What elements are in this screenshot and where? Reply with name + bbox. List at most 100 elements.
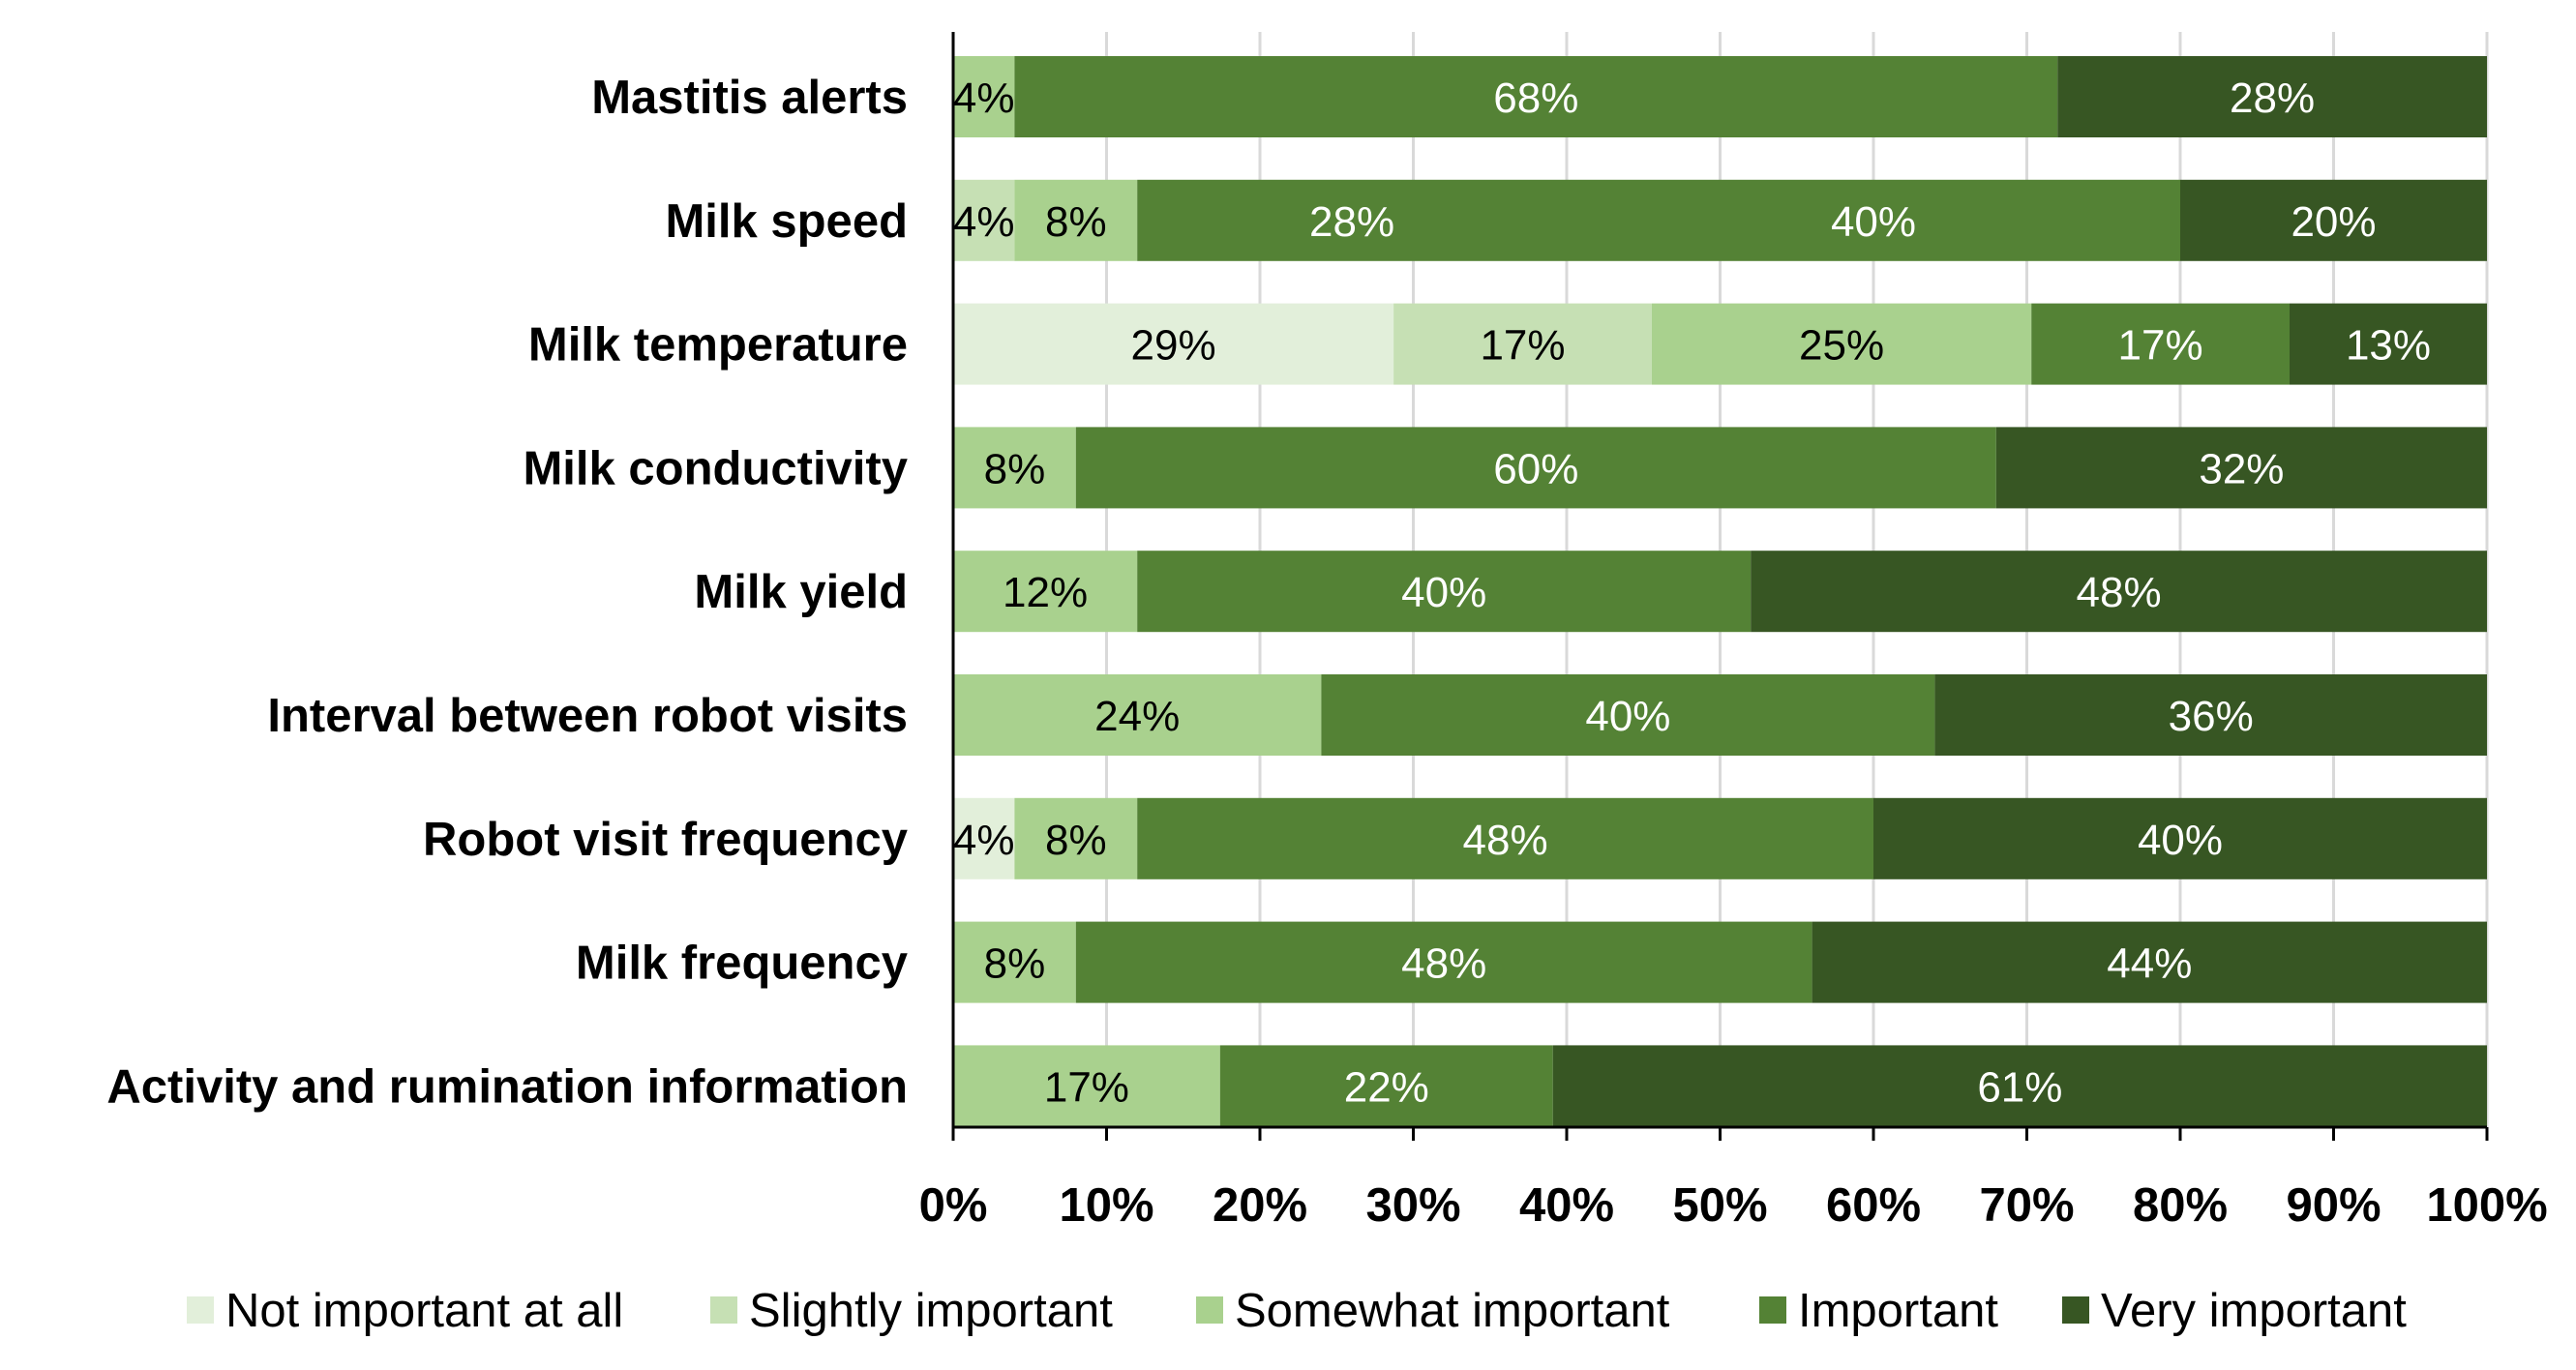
data-label: 8% — [984, 445, 1046, 492]
legend-swatch — [1759, 1296, 1786, 1324]
bar-segment — [1552, 1045, 2487, 1127]
category-label: Activity and rumination information — [106, 1060, 908, 1113]
data-label: 17% — [2118, 322, 2203, 370]
data-label: 13% — [2346, 322, 2431, 370]
bar-segment — [2057, 56, 2487, 137]
bar-segment — [1751, 551, 2487, 633]
data-label: 48% — [1401, 940, 1486, 988]
legend-label: Somewhat important — [1235, 1285, 1670, 1337]
category-label: Milk yield — [694, 566, 908, 618]
bar-segment — [2289, 303, 2487, 385]
bar-segment — [953, 1045, 1220, 1127]
bar-segment — [1014, 179, 1138, 261]
legend-swatch — [187, 1296, 214, 1324]
category-labels: Mastitis alerts Milk speed Milk temperatur… — [106, 72, 908, 1113]
bar-segment — [1873, 797, 2487, 879]
x-tick-label: 20% — [1213, 1179, 1307, 1232]
data-label: 12% — [1003, 569, 1088, 616]
bar-segment — [953, 303, 1394, 385]
x-tick-label: 70% — [1979, 1179, 2074, 1232]
x-tick-label: 100% — [2426, 1179, 2547, 1232]
x-tick-label: 40% — [1519, 1179, 1614, 1232]
category-label: Milk speed — [665, 195, 908, 248]
data-label: 68% — [1493, 74, 1578, 122]
data-label: 40% — [2138, 817, 2223, 864]
bar-segment — [953, 921, 1076, 1003]
data-label: 28% — [2230, 74, 2315, 122]
bar-segment — [953, 56, 1015, 137]
bar-segment — [953, 797, 1015, 879]
data-label: 40% — [1831, 198, 1916, 246]
legend-label: Slightly important — [749, 1285, 1113, 1337]
bar-segment — [1014, 797, 1138, 879]
data-label: 20% — [2291, 198, 2376, 246]
data-label: 48% — [2077, 569, 2162, 616]
legend: Not important at all Slightly important So… — [187, 1285, 2407, 1337]
bar-segment — [1995, 427, 2487, 509]
data-label: 8% — [1045, 817, 1107, 864]
bar-segment — [953, 427, 1076, 509]
bar-segment — [1321, 674, 1935, 756]
x-tick-labels: 0% 10% 20% 30% 40% 50% 60% 70% 80% 90% 100% — [919, 1179, 2548, 1232]
data-label: 40% — [1585, 693, 1670, 740]
bar-segment — [1219, 1045, 1553, 1127]
axes — [951, 32, 2489, 1141]
bar-segment — [1137, 551, 1752, 633]
bar-segment — [953, 551, 1138, 633]
bar-segment — [1934, 674, 2487, 756]
data-label: 32% — [2199, 445, 2284, 492]
x-tick-label: 60% — [1826, 1179, 1921, 1232]
bar-segment — [1075, 921, 1812, 1003]
category-label: Robot visit frequency — [423, 814, 908, 866]
x-tick-label: 0% — [919, 1179, 988, 1232]
legend-swatch — [710, 1296, 737, 1324]
bar-segment — [1651, 303, 2032, 385]
x-tick-label: 10% — [1059, 1179, 1153, 1232]
bar-segment — [1137, 179, 1567, 261]
data-label: 4% — [953, 198, 1015, 246]
category-label: Milk temperature — [528, 319, 908, 372]
bar-segment — [1075, 427, 1996, 509]
x-tick-label: 30% — [1365, 1179, 1460, 1232]
category-label: Mastitis alerts — [591, 72, 908, 124]
data-label: 22% — [1344, 1063, 1429, 1111]
data-label: 4% — [953, 817, 1015, 864]
bar-segment — [953, 179, 1015, 261]
data-label: 60% — [1493, 445, 1578, 492]
legend-label: Very important — [2101, 1285, 2407, 1337]
data-label: 29% — [1131, 322, 1216, 370]
bar-segment — [1014, 56, 2058, 137]
legend-label: Not important at all — [225, 1285, 623, 1337]
bar-segment — [1812, 921, 2487, 1003]
bar-segment — [2180, 179, 2487, 261]
data-label: 44% — [2107, 940, 2192, 988]
data-label: 17% — [1044, 1063, 1129, 1111]
x-tick-label: 80% — [2133, 1179, 2228, 1232]
data-label: 24% — [1094, 693, 1180, 740]
bar-segment — [953, 674, 1322, 756]
bar-segment — [1137, 797, 1873, 879]
legend-swatch — [2062, 1296, 2089, 1324]
category-label: Milk frequency — [576, 938, 908, 990]
bar-segment — [2031, 303, 2290, 385]
data-label: 48% — [1463, 817, 1548, 864]
data-label: 61% — [1977, 1063, 2062, 1111]
data-label: 36% — [2169, 693, 2254, 740]
category-label: Milk conductivity — [523, 442, 908, 494]
x-tick-label: 50% — [1672, 1179, 1767, 1232]
legend-label: Important — [1798, 1285, 1998, 1337]
bars: 4% 68% 28% 4% 8% 28% 40% 20% 29% 17% 25% 17% 13% 8% 60… — [953, 56, 2487, 1127]
bar-segment — [1393, 303, 1652, 385]
x-tick-label: 90% — [2286, 1179, 2381, 1232]
data-label: 4% — [953, 74, 1015, 122]
category-label: Interval between robot visits — [267, 690, 908, 742]
bar-segment — [1567, 179, 2180, 261]
data-label: 8% — [984, 940, 1046, 988]
data-label: 28% — [1309, 198, 1394, 246]
data-label: 40% — [1401, 569, 1486, 616]
data-label: 25% — [1799, 322, 1884, 370]
data-label: 17% — [1480, 322, 1565, 370]
data-label: 8% — [1045, 198, 1107, 246]
